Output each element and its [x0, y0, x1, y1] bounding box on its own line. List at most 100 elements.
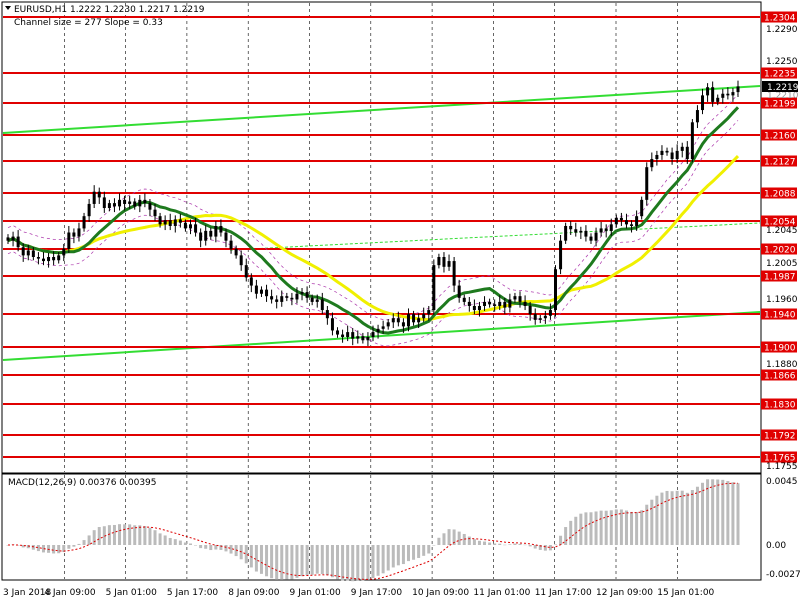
candle-body: [36, 257, 40, 259]
candle-body: [650, 159, 654, 168]
level-label: 1.1866: [764, 372, 796, 382]
macd-bar: [102, 526, 106, 545]
candle-body: [128, 201, 132, 204]
macd-bar: [290, 545, 294, 580]
level-label: 1.1900: [764, 344, 796, 354]
macd-bar: [472, 539, 476, 545]
macd-bar: [259, 545, 263, 574]
macd-bar: [270, 545, 274, 579]
macd-bar: [320, 545, 324, 575]
candle-body: [685, 146, 689, 160]
dropdown-triangle-icon[interactable]: [5, 6, 11, 10]
time-tick-label: 3 Jan 2018: [3, 588, 51, 598]
macd-signal-line: [7, 482, 738, 580]
time-tick-label: 4 Jan 09:00: [44, 588, 96, 598]
candle-body: [371, 332, 375, 337]
candle-body: [721, 93, 725, 98]
candle-body: [427, 310, 431, 315]
slow-moving-average: [7, 155, 740, 322]
macd-bar: [148, 527, 152, 545]
macd-bar: [295, 545, 299, 578]
candle-body: [695, 110, 699, 123]
candle-body: [452, 261, 456, 286]
macd-bar: [452, 529, 456, 545]
candle-body: [41, 258, 45, 262]
macd-bar: [493, 543, 497, 545]
macd-bar: [244, 545, 248, 564]
candle-body: [518, 296, 522, 302]
macd-bar: [336, 545, 340, 580]
candle-body: [305, 292, 309, 298]
price-tick-label: 1.2045: [766, 226, 798, 236]
macd-bar: [706, 479, 710, 545]
time-tick-label: 10 Jan 09:00: [412, 588, 469, 598]
macd-bar: [513, 543, 517, 545]
macd-bar: [163, 535, 167, 545]
candle-body: [437, 257, 441, 266]
time-tick-label: 5 Jan 01:00: [106, 588, 158, 598]
candle-body: [356, 336, 360, 339]
macd-bar: [391, 545, 395, 568]
candle-body: [315, 299, 319, 302]
level-label: 1.1830: [764, 401, 796, 411]
candle-body: [574, 229, 578, 233]
candle-body: [690, 122, 694, 160]
macd-bar: [21, 545, 25, 548]
macd-bar: [533, 545, 537, 549]
macd-bar: [559, 535, 563, 545]
macd-bar: [325, 545, 329, 576]
candle-body: [47, 257, 51, 262]
macd-bar: [371, 545, 375, 579]
macd-bar: [204, 545, 208, 549]
macd-bar: [249, 545, 253, 568]
macd-bar: [437, 537, 441, 545]
macd-bar: [417, 545, 421, 558]
macd-bar: [614, 509, 618, 545]
candle-body: [483, 301, 487, 306]
macd-bar: [305, 545, 309, 576]
candle-body: [533, 314, 537, 320]
vertical-grid: [64, 3, 678, 579]
macd-bar: [655, 495, 659, 545]
candle-body: [67, 232, 71, 249]
candle-body: [640, 199, 644, 217]
macd-bar: [62, 545, 66, 553]
macd-bar: [351, 545, 355, 582]
time-tick-label: 9 Jan 17:00: [351, 588, 403, 598]
macd-bar: [528, 545, 532, 547]
macd-bar: [447, 529, 451, 545]
candle-body: [559, 240, 563, 270]
candle-body: [736, 86, 740, 93]
candle-body: [148, 203, 152, 210]
macd-bar: [52, 545, 56, 554]
candle-body: [163, 220, 167, 225]
candle-body: [599, 228, 603, 233]
candle-body: [102, 197, 106, 209]
candle-body: [503, 301, 507, 308]
level-label-bg: [761, 341, 797, 353]
candle-body: [701, 95, 705, 111]
macd-bar: [97, 527, 101, 545]
candle-body: [346, 332, 350, 337]
macd-bar: [118, 524, 122, 545]
macd-bar: [604, 510, 608, 545]
macd-bar: [178, 540, 182, 545]
level-label: 1.2054: [764, 218, 796, 228]
macd-bar: [427, 545, 431, 554]
time-tick-label: 11 Jan 17:00: [535, 588, 592, 598]
macd-bar: [538, 545, 542, 550]
level-label-bg: [761, 451, 797, 463]
level-label-bg: [761, 129, 797, 141]
macd-bar: [680, 490, 684, 545]
macd-bar: [158, 533, 162, 545]
macd-bar: [224, 545, 228, 552]
candle-body: [31, 250, 35, 257]
candle-body: [442, 257, 446, 267]
macd-bar: [381, 545, 385, 574]
candle-body: [199, 232, 203, 241]
candle-body: [310, 297, 314, 302]
candle-body: [72, 232, 76, 237]
candle-body: [325, 310, 329, 319]
candle-body: [609, 224, 613, 231]
candle-body: [97, 191, 101, 198]
